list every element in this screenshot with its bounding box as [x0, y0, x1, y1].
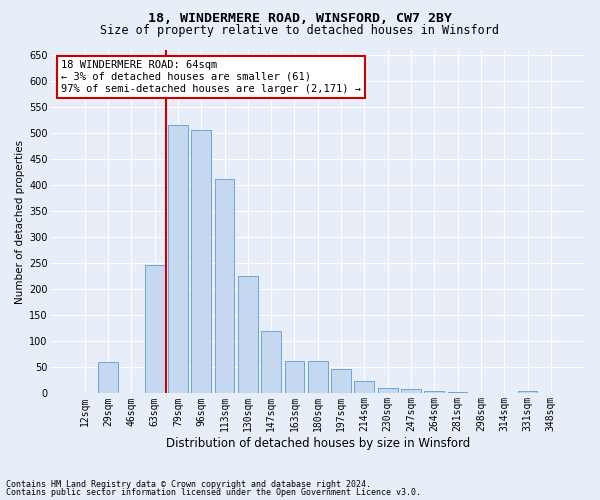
Bar: [98, 362, 118, 394]
Bar: [401, 390, 421, 394]
Text: Size of property relative to detached houses in Winsford: Size of property relative to detached ho…: [101, 24, 499, 37]
Bar: [308, 361, 328, 394]
Bar: [424, 391, 444, 394]
Bar: [168, 126, 188, 394]
Bar: [518, 391, 538, 394]
X-axis label: Distribution of detached houses by size in Winsford: Distribution of detached houses by size …: [166, 437, 470, 450]
Bar: [145, 265, 164, 394]
Text: Contains public sector information licensed under the Open Government Licence v3: Contains public sector information licen…: [6, 488, 421, 497]
Bar: [284, 361, 304, 394]
Bar: [331, 369, 351, 394]
Text: Contains HM Land Registry data © Crown copyright and database right 2024.: Contains HM Land Registry data © Crown c…: [6, 480, 371, 489]
Bar: [261, 331, 281, 394]
Bar: [238, 276, 258, 394]
Bar: [355, 382, 374, 394]
Text: 18, WINDERMERE ROAD, WINSFORD, CW7 2BY: 18, WINDERMERE ROAD, WINSFORD, CW7 2BY: [148, 12, 452, 26]
Text: 18 WINDERMERE ROAD: 64sqm
← 3% of detached houses are smaller (61)
97% of semi-d: 18 WINDERMERE ROAD: 64sqm ← 3% of detach…: [61, 60, 361, 94]
Y-axis label: Number of detached properties: Number of detached properties: [15, 140, 25, 304]
Bar: [448, 392, 467, 394]
Bar: [215, 179, 235, 394]
Bar: [191, 130, 211, 394]
Bar: [378, 388, 398, 394]
